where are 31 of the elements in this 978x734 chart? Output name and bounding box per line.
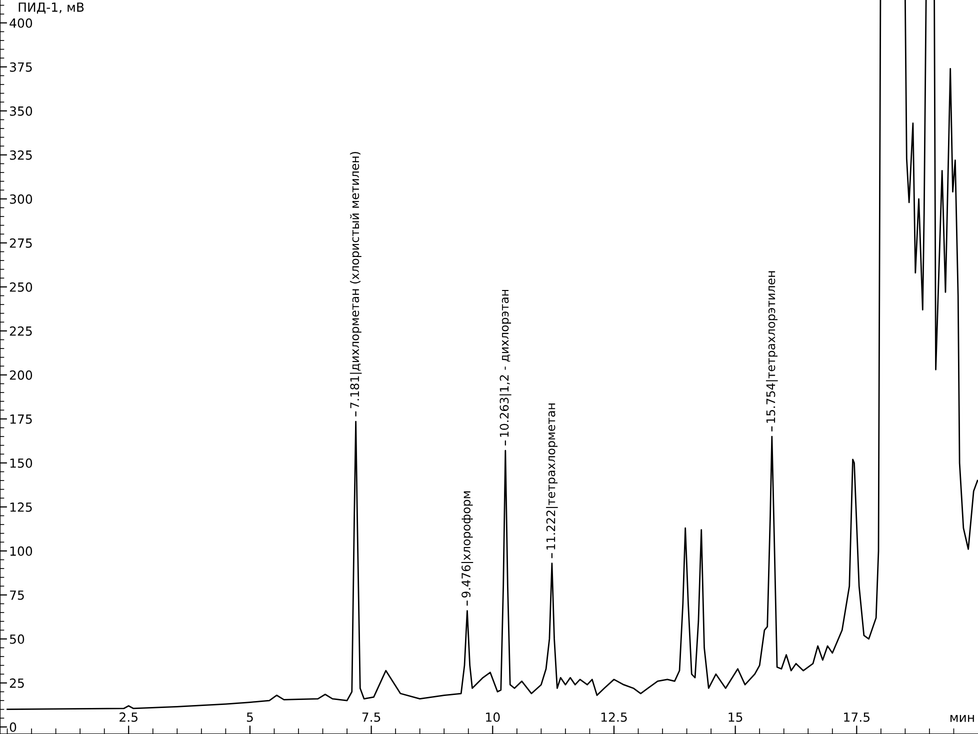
annotation: 10.263|1,2 - дихлорэтан xyxy=(500,290,512,437)
annotation: 15.754|тетрахлорэтилен xyxy=(766,271,778,423)
y-tick-label: 275 xyxy=(10,238,32,248)
x-tick-label: 7.5 xyxy=(362,712,380,722)
y-tick-label: 25 xyxy=(10,678,24,688)
x-tick-label: 2.5 xyxy=(120,712,138,722)
x-tick-label: 12.5 xyxy=(601,712,627,722)
y-tick-label: 150 xyxy=(10,458,32,468)
y-tick-label: 75 xyxy=(10,590,24,600)
y-tick-label: 200 xyxy=(10,370,32,380)
y-tick-label: 300 xyxy=(10,194,32,204)
y-tick-label: 50 xyxy=(10,634,24,644)
y-tick-label: 175 xyxy=(10,414,32,424)
y-tick-label: 100 xyxy=(10,546,32,556)
x-tick-label: 10 xyxy=(486,712,500,722)
y-tick-label: 350 xyxy=(10,106,32,116)
y-tick-label: 375 xyxy=(10,62,32,72)
y-tick-label: 250 xyxy=(10,282,32,292)
y-tick-label: 325 xyxy=(10,150,32,160)
x-tick-label: 15 xyxy=(728,712,742,722)
y-tick-label: 400 xyxy=(10,18,32,28)
x-axis-title: мин xyxy=(950,715,974,722)
x-tick-label: 17.5 xyxy=(844,712,870,722)
annotation: 7.181|дихлорметан (хлористый метилен) xyxy=(350,152,362,408)
y-tick-label: 0 xyxy=(10,722,16,732)
annotation: 9.476|хлороформ xyxy=(461,491,474,598)
x-tick-label: 5 xyxy=(246,712,253,722)
y-tick-label: 225 xyxy=(10,326,32,336)
y-axis-title: ПИД-1, мВ xyxy=(18,2,84,14)
y-tick-label: 125 xyxy=(10,502,32,512)
annotation: 11.222|тетрахлорметан xyxy=(546,404,558,550)
